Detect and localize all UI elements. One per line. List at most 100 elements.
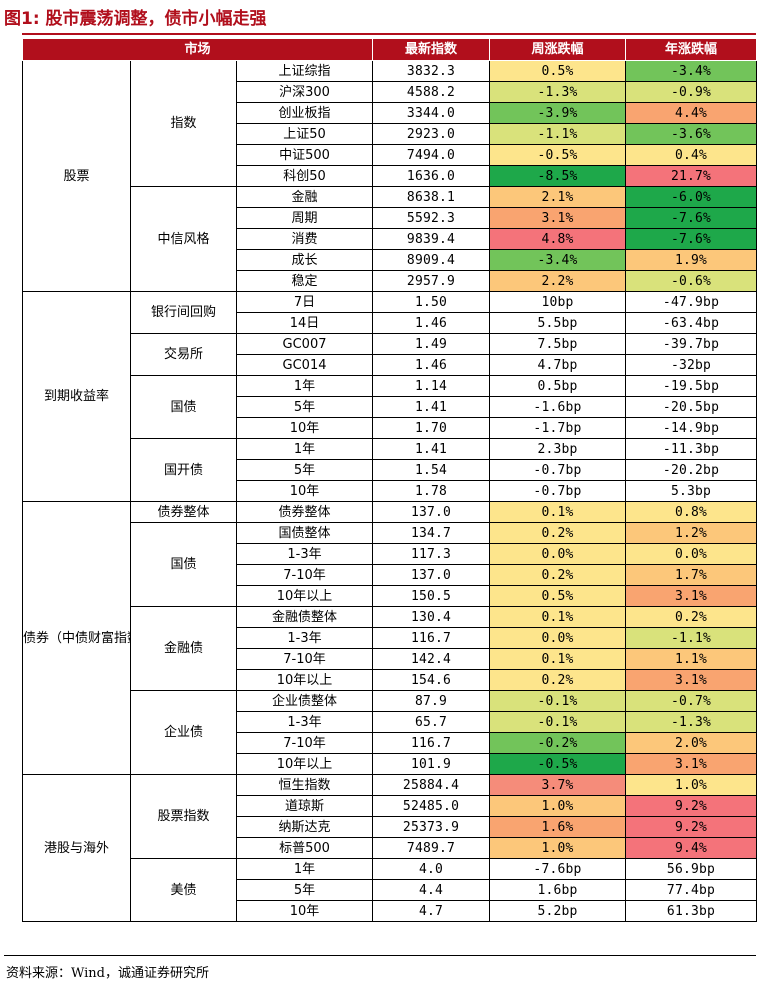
latest-index-value: 1.50 <box>372 291 491 313</box>
latest-index-value: 137.0 <box>372 564 491 586</box>
yearly-change-value: 21.7% <box>625 165 758 187</box>
header-latest-index: 最新指数 <box>372 38 491 61</box>
yearly-change-value: -20.2bp <box>625 459 758 481</box>
yearly-change-value: -32bp <box>625 354 758 376</box>
table-row: 7-10年 116.7 -0.2% 2.0% <box>23 732 758 754</box>
yearly-change-value: 5.3bp <box>625 480 758 502</box>
yearly-change-value: -7.6% <box>625 207 758 229</box>
yearly-change-value: 4.4% <box>625 102 758 124</box>
yearly-change-value: 9.4% <box>625 837 758 859</box>
table-row: 沪深300 4588.2 -1.3% -0.9% <box>23 81 758 103</box>
table-row: 纳斯达克 25373.9 1.6% 9.2% <box>23 816 758 838</box>
instrument-name: 1年 <box>235 375 374 397</box>
latest-index-value: 65.7 <box>372 711 491 733</box>
table-row: 10年 1.78 -0.7bp 5.3bp <box>23 480 758 502</box>
instrument-name: 中证500 <box>235 144 374 166</box>
weekly-change-value: 3.1% <box>489 207 627 229</box>
yearly-change-value: 1.7% <box>625 564 758 586</box>
yearly-change-value: -63.4bp <box>625 312 758 334</box>
instrument-name: 7-10年 <box>235 564 374 586</box>
instrument-name: 10年 <box>235 480 374 502</box>
table-row: GC014 1.46 4.7bp -32bp <box>23 354 758 376</box>
instrument-name: 国债整体 <box>235 522 374 544</box>
yearly-change-value: 61.3bp <box>625 900 758 922</box>
header-yearly-change: 年涨跌幅 <box>625 38 758 61</box>
weekly-change-value: 1.6% <box>489 816 627 838</box>
table-row: 稳定 2957.9 2.2% -0.6% <box>23 270 758 292</box>
market-subcategory: 国债 <box>130 375 237 439</box>
weekly-change-value: -1.3% <box>489 81 627 103</box>
weekly-change-value: 0.5% <box>489 60 627 82</box>
instrument-name: 企业债整体 <box>235 690 374 712</box>
instrument-name: 7-10年 <box>235 732 374 754</box>
market-subcategory: 金融债 <box>130 606 237 691</box>
yearly-change-value: -0.6% <box>625 270 758 292</box>
latest-index-value: 4.7 <box>372 900 491 922</box>
table-row: 到期收益率 银行间回购 7日 1.50 10bp -47.9bp <box>22 291 758 502</box>
latest-index-value: 4.4 <box>372 879 491 901</box>
latest-index-value: 130.4 <box>372 606 491 628</box>
weekly-change-value: -0.7bp <box>489 459 627 481</box>
latest-index-value: 7494.0 <box>372 144 491 166</box>
weekly-change-value: -0.5% <box>489 144 627 166</box>
latest-index-value: 7489.7 <box>372 837 491 859</box>
table-row: 5年 4.4 1.6bp 77.4bp <box>23 879 758 901</box>
market-subcategory: 交易所 <box>130 333 237 376</box>
yearly-change-value: -39.7bp <box>625 333 758 355</box>
instrument-name: 7-10年 <box>235 648 374 670</box>
weekly-change-value: -7.6bp <box>489 858 627 880</box>
table-row: 1-3年 65.7 -0.1% -1.3% <box>23 711 758 733</box>
table-row: 标普500 7489.7 1.0% 9.4% <box>23 837 758 859</box>
weekly-change-value: -8.5% <box>489 165 627 187</box>
table-row: 股票 指数 上证综指 3832.3 0.5% -3.4% <box>22 60 758 292</box>
table-row: 1-3年 117.3 0.0% 0.0% <box>23 543 758 565</box>
latest-index-value: 8638.1 <box>372 186 491 208</box>
yearly-change-value: 0.0% <box>625 543 758 565</box>
market-category: 到期收益率 <box>22 291 131 502</box>
weekly-change-value: -3.4% <box>489 249 627 271</box>
instrument-name: 沪深300 <box>235 81 374 103</box>
table-row: 10年以上 154.6 0.2% 3.1% <box>23 669 758 691</box>
yearly-change-value: 0.8% <box>625 501 758 523</box>
table-header-row: 市场 最新指数 周涨跌幅 年涨跌幅 <box>21 38 758 61</box>
table-row: 10年以上 101.9 -0.5% 3.1% <box>23 753 758 775</box>
weekly-change-value: 0.2% <box>489 669 627 691</box>
latest-index-value: 25373.9 <box>372 816 491 838</box>
latest-index-value: 154.6 <box>372 669 491 691</box>
instrument-name: 1-3年 <box>235 543 374 565</box>
latest-index-value: 3344.0 <box>372 102 491 124</box>
table-row: 中信风格 金融 8638.1 2.1% -6.0% <box>23 186 758 292</box>
yearly-change-value: 1.0% <box>625 774 758 796</box>
table-row: 1-3年 116.7 0.0% -1.1% <box>23 627 758 649</box>
market-category: 债券（中债财富指数） <box>22 501 131 775</box>
weekly-change-value: -0.7bp <box>489 480 627 502</box>
table-row: 科创50 1636.0 -8.5% 21.7% <box>23 165 758 187</box>
weekly-change-value: 5.5bp <box>489 312 627 334</box>
weekly-change-value: 1.0% <box>489 795 627 817</box>
weekly-change-value: 0.5bp <box>489 375 627 397</box>
latest-index-value: 1.78 <box>372 480 491 502</box>
instrument-name: 1-3年 <box>235 627 374 649</box>
market-category: 股票 <box>22 60 131 292</box>
latest-index-value: 101.9 <box>372 753 491 775</box>
weekly-change-value: 0.2% <box>489 522 627 544</box>
yearly-change-value: -20.5bp <box>625 396 758 418</box>
weekly-change-value: -1.6bp <box>489 396 627 418</box>
latest-index-value: 25884.4 <box>372 774 491 796</box>
weekly-change-value: 7.5bp <box>489 333 627 355</box>
instrument-name: 恒生指数 <box>235 774 374 796</box>
instrument-name: 5年 <box>235 396 374 418</box>
latest-index-value: 1.41 <box>372 438 491 460</box>
table-row: 国债 1年 1.14 0.5bp -19.5bp <box>23 375 758 439</box>
instrument-name: 10年 <box>235 900 374 922</box>
source-divider <box>4 955 756 956</box>
latest-index-value: 9839.4 <box>372 228 491 250</box>
instrument-name: 消费 <box>235 228 374 250</box>
weekly-change-value: 4.7bp <box>489 354 627 376</box>
weekly-change-value: 0.1% <box>489 648 627 670</box>
yearly-change-value: 3.1% <box>625 585 758 607</box>
latest-index-value: 4.0 <box>372 858 491 880</box>
instrument-name: 创业板指 <box>235 102 374 124</box>
instrument-name: 上证50 <box>235 123 374 145</box>
instrument-name: 成长 <box>235 249 374 271</box>
